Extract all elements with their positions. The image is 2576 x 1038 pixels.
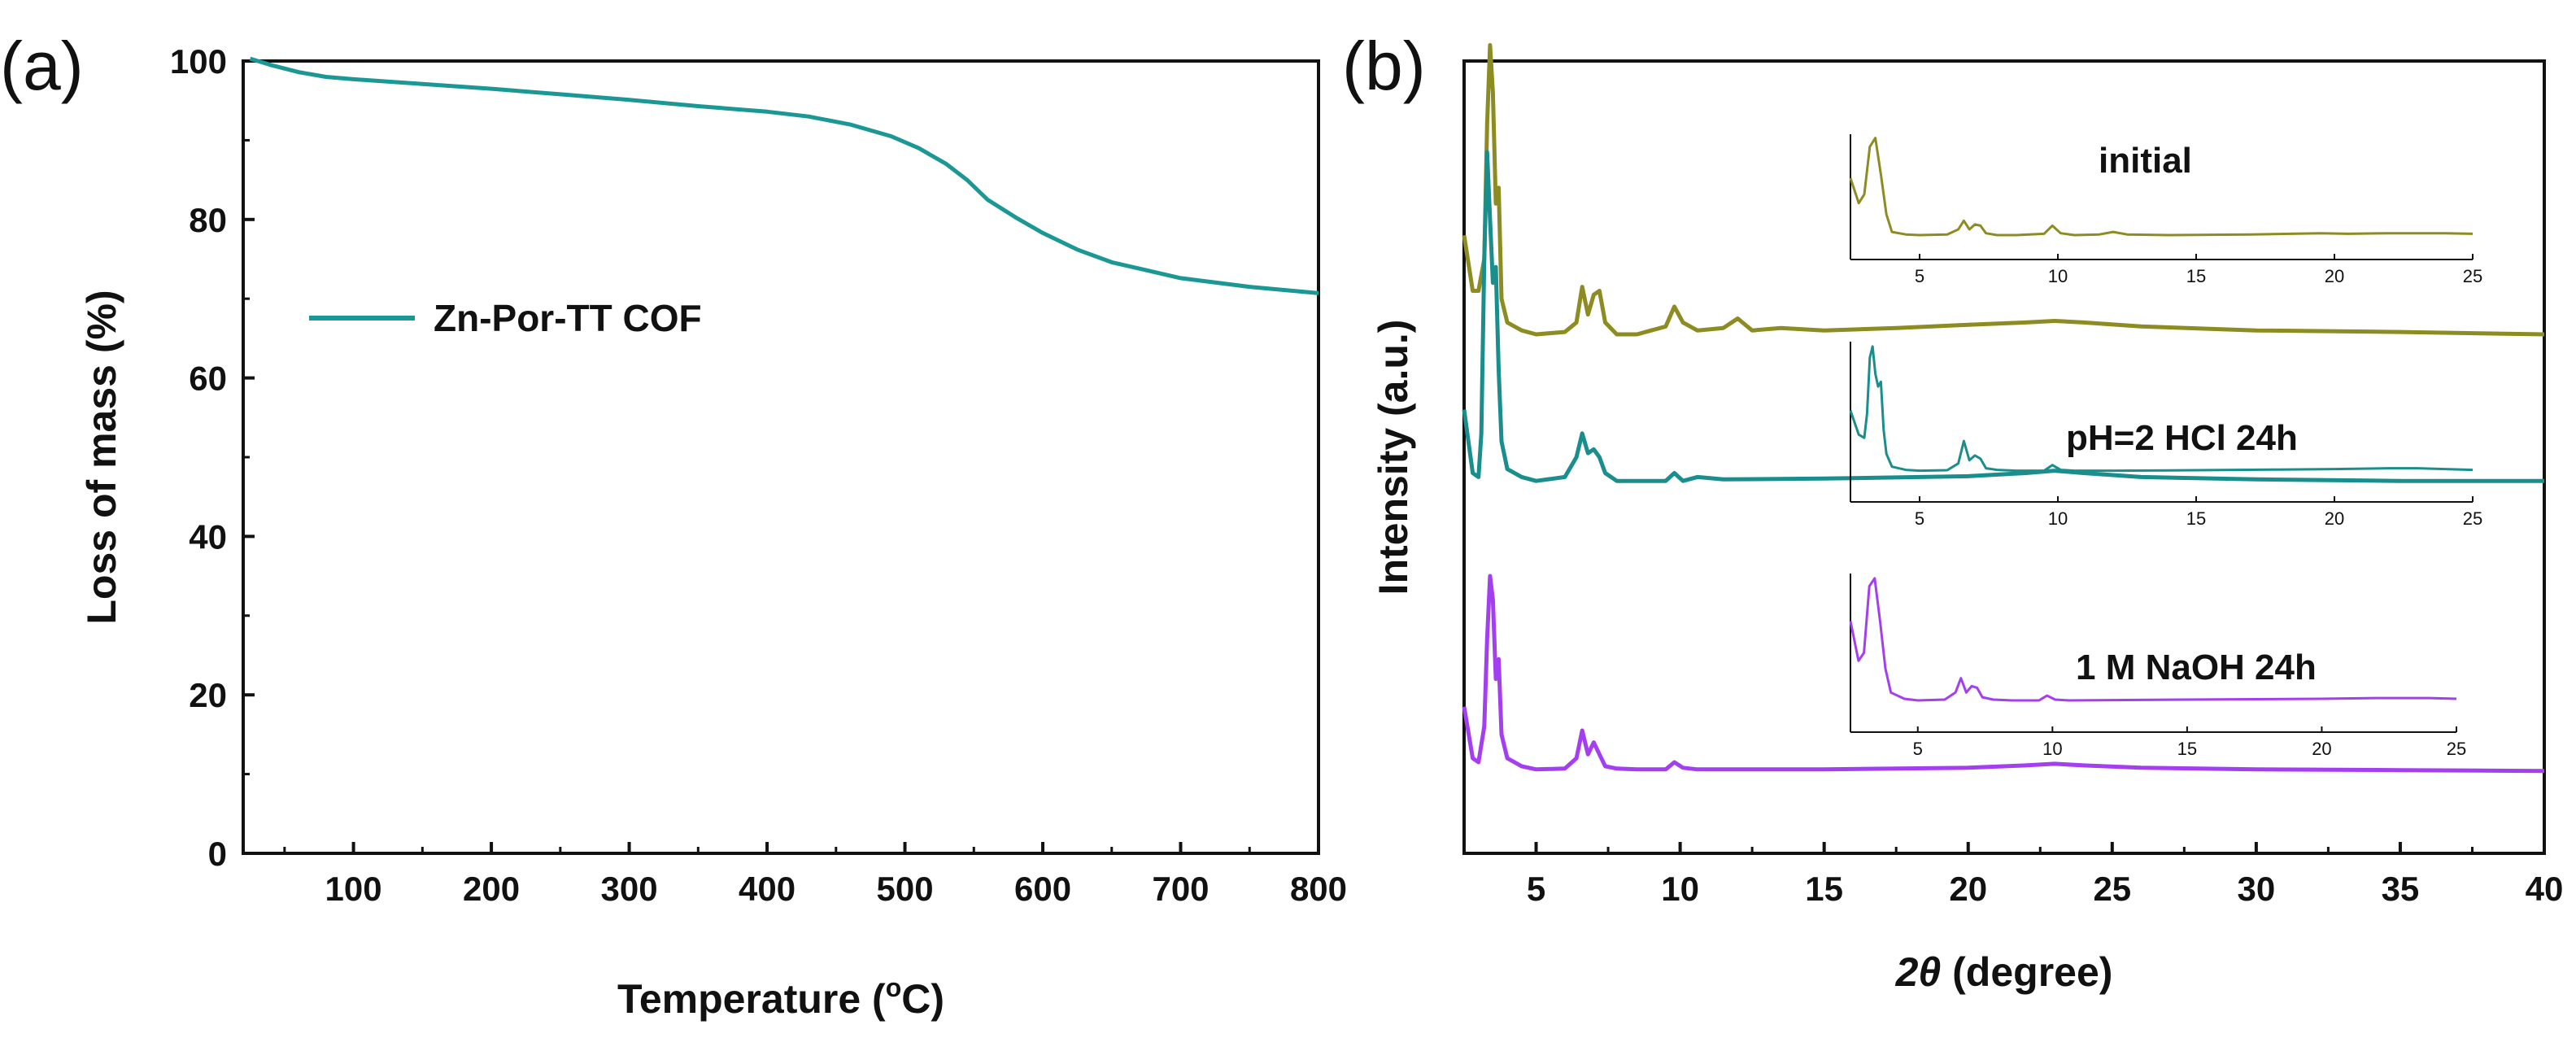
panel-b-close-paren: ) (1403, 28, 1426, 104)
panel-a-x-tick-label: 200 (463, 870, 520, 908)
panel-b-x-tick-label: 10 (1661, 870, 1699, 908)
inset-x-tick-label: 20 (2325, 266, 2344, 286)
panel-a-plot-frame (242, 59, 1320, 855)
inset-x-tick-label: 25 (2463, 266, 2482, 286)
panel-b-x-title-italic: 2θ (1895, 949, 1942, 995)
panel-a-x-title-post: C) (901, 976, 944, 1022)
inset-x-tick-label: 15 (2186, 508, 2206, 529)
panel-b-x-tick-label: 30 (2238, 870, 2276, 908)
inset-x-tick-label: 5 (1913, 739, 1923, 759)
panel-a-close-paren: ) (61, 28, 84, 104)
panel-b-x-tick-label: 15 (1805, 870, 1843, 908)
panel-b-y-axis-title: Intensity (a.u.) (1371, 320, 1416, 595)
inset-x-tick-label: 15 (2177, 739, 2197, 759)
inset-x-tick-label: 10 (2042, 739, 2062, 759)
panel-a-open-paren: ( (0, 28, 23, 104)
panel-b-chart: 5 10 15 20 25 30 35 40 5 10 15 20 25 5 10 15 20 25 5 10 15 2… (1371, 43, 2564, 995)
panel-a-x-title-sup: o (886, 973, 902, 1002)
series-line-ph-2-hcl-24h (1462, 150, 2544, 483)
panel-a-x-tick-label: 400 (739, 870, 795, 908)
panel-b-x-tick-label: 35 (2382, 870, 2420, 908)
panel-a-ticks: 100 200 300 400 500 600 700 800 0 20 40 60 80 100 (170, 42, 1347, 908)
inset-x-tick-label: 5 (1915, 266, 1924, 286)
inset-x-tick-label: 15 (2186, 266, 2206, 286)
inset-x-tick-label: 25 (2463, 508, 2482, 529)
inset-label-naoh: 1 M NaOH 24h (2076, 648, 2317, 687)
panel-a-x-title-pre: Temperature ( (617, 976, 886, 1022)
panel-b-open-paren: ( (1342, 28, 1365, 104)
inset-initial: 5 10 15 20 25 (1849, 134, 2482, 286)
panel-a-x-tick-label: 600 (1014, 870, 1071, 908)
inset-label-initial: initial (2099, 141, 2192, 181)
inset-x-tick-label: 20 (2312, 739, 2331, 759)
panel-a-x-tick-label: 800 (1290, 870, 1347, 908)
inset-x-tick-label: 20 (2325, 508, 2344, 529)
inset-line-initial (1849, 137, 2474, 237)
inset-line-1-m-naoh-24h (1849, 577, 2457, 702)
panel-b-x-tick-label: 5 (1527, 870, 1545, 908)
panel-b-x-tick-label: 40 (2526, 870, 2564, 908)
panel-a-x-tick-label: 500 (876, 870, 933, 908)
panel-b-letter: b (1365, 28, 1403, 104)
panel-b-label: (b) (1342, 28, 1426, 104)
panel-a-x-tick-label: 100 (325, 870, 382, 908)
inset-x-tick-label: 25 (2447, 739, 2466, 759)
panel-a-y-tick-label: 40 (189, 517, 227, 556)
panel-a-letter: a (23, 28, 61, 104)
panel-a-series (249, 56, 1319, 295)
panel-a-x-axis-title: Temperature (oC) (617, 973, 944, 1022)
panel-a-y-tick-label: 20 (189, 676, 227, 714)
panel-a-label: (a) (0, 28, 84, 104)
inset-line-ph-2-hcl-24h (1849, 345, 2474, 473)
panel-b-x-tick-label: 25 (2093, 870, 2131, 908)
panel-a-chart: 100 200 300 400 500 600 700 800 0 20 40 60 80 100 Zn-… (79, 42, 1347, 1022)
panel-a-x-tick-label: 700 (1152, 870, 1209, 908)
panel-b-x-axis-title: 2θ (degree) (1895, 949, 2113, 995)
series-line-1-m-naoh-24h (1462, 574, 2545, 774)
legend-label-zn-por-tt-cof: Zn-Por-TT COF (434, 297, 702, 339)
inset-x-tick-label: 5 (1915, 508, 1924, 529)
panel-a-y-tick-label: 100 (170, 42, 227, 81)
inset-ph-2-hcl-24h: 5 10 15 20 25 (1849, 342, 2482, 529)
series-line-initial (1462, 43, 2545, 337)
panel-b-ticks: 5 10 15 20 25 30 35 40 (1527, 842, 2564, 908)
inset-x-tick-label: 10 (2048, 266, 2068, 286)
panel-b-x-title-post: (degree) (1941, 949, 2112, 995)
panel-b-series (1462, 43, 2545, 774)
panel-b-x-tick-label: 20 (1949, 870, 1987, 908)
panel-b-plot-frame (1462, 59, 2546, 855)
inset-1-m-naoh-24h: 5 10 15 20 25 (1849, 574, 2466, 759)
inset-x-tick-label: 10 (2048, 508, 2068, 529)
panel-b-insets: 5 10 15 20 25 5 10 15 20 25 5 10 15 20 25 (1849, 134, 2482, 759)
inset-label-ph2-hcl: pH=2 HCl 24h (2066, 418, 2298, 458)
panel-a-y-tick-label: 80 (189, 201, 227, 239)
panel-a-y-axis-title: Loss of mass (%) (79, 290, 124, 624)
panel-a-y-tick-label: 0 (208, 835, 227, 873)
panel-a-y-tick-label: 60 (189, 360, 227, 398)
series-line-zn-por-tt-cof (249, 56, 1319, 295)
panel-a-x-tick-label: 300 (601, 870, 658, 908)
